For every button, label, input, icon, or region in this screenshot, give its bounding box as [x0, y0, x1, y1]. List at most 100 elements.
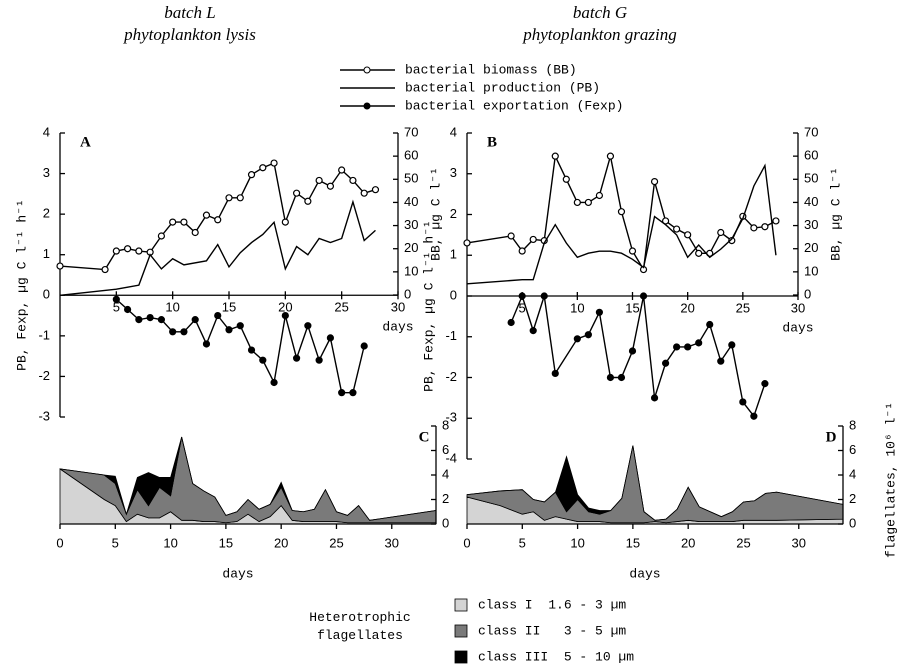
- point: [112, 247, 120, 255]
- point: [214, 311, 222, 320]
- x-tick-label: 25: [736, 300, 750, 315]
- x-tick-label: 10: [570, 535, 584, 550]
- panel-label: D: [826, 429, 837, 445]
- x-tick-label: 25: [334, 300, 348, 315]
- point: [650, 394, 659, 402]
- point: [180, 328, 188, 336]
- point: [293, 354, 301, 362]
- y-tick-label: 3: [450, 165, 457, 180]
- point: [304, 197, 312, 205]
- y2-tick-label: 40: [404, 194, 418, 209]
- point: [236, 194, 244, 202]
- y2-tick-label: 0: [442, 515, 449, 530]
- point: [584, 198, 592, 207]
- point: [281, 311, 289, 320]
- point: [661, 359, 670, 367]
- point: [728, 341, 736, 349]
- y2-tick-label: 40: [804, 194, 818, 209]
- x-tick-label: 5: [112, 535, 119, 550]
- point: [717, 228, 725, 237]
- point: [750, 412, 758, 420]
- panel-label: C: [419, 429, 430, 445]
- point: [551, 369, 559, 378]
- y-tick-label: -1: [38, 327, 50, 342]
- panel-subtitle: phytoplankton lysis: [123, 25, 256, 44]
- x-tick-label: 5: [519, 535, 526, 550]
- point: [202, 340, 211, 348]
- x-tick-label: 15: [625, 300, 639, 315]
- y-tick-label: 4: [43, 124, 50, 139]
- point: [750, 224, 758, 232]
- y2-tick-label: 4: [849, 466, 856, 481]
- legend-label: bacterial exportation (Fexp): [405, 98, 623, 113]
- x-tick-label: 0: [463, 535, 470, 550]
- point: [573, 335, 581, 343]
- y2-tick-label: 10: [804, 263, 818, 278]
- y2-tick-label: 0: [404, 286, 411, 301]
- legend-swatch: [454, 650, 468, 664]
- x-tick-label: 15: [626, 535, 640, 550]
- point: [529, 235, 537, 244]
- legend-marker: [363, 102, 371, 110]
- x-tick-label: 20: [680, 300, 694, 315]
- series-line: [115, 298, 365, 394]
- x-tick-label: 30: [792, 535, 806, 550]
- point: [349, 389, 357, 397]
- point: [112, 295, 120, 303]
- legend-swatch: [454, 598, 468, 612]
- y-tick-label: -1: [445, 328, 457, 343]
- x-tick-label: 10: [570, 300, 584, 315]
- point: [270, 159, 278, 167]
- point: [518, 292, 526, 300]
- x-tick-label: 30: [391, 300, 405, 315]
- panel-label: A: [80, 134, 91, 150]
- y-tick-label: 3: [43, 165, 50, 180]
- point: [584, 331, 592, 339]
- point: [761, 380, 769, 388]
- panel-title: batch L: [164, 3, 215, 22]
- point: [739, 398, 747, 406]
- point: [595, 308, 604, 316]
- x-tick-label: 10: [165, 300, 179, 315]
- point: [617, 208, 626, 216]
- point: [717, 357, 725, 365]
- x-tick-label: 0: [56, 535, 63, 550]
- x-tick-label: 15: [222, 300, 236, 315]
- y-tick-label: -3: [38, 408, 50, 423]
- y-tick-label: -3: [445, 410, 457, 425]
- point: [562, 175, 570, 183]
- y2-tick-label: 20: [804, 240, 818, 255]
- point: [507, 318, 515, 327]
- point: [338, 166, 346, 174]
- y2-tick-label: 0: [804, 286, 811, 301]
- panel-label: B: [487, 134, 497, 150]
- point: [573, 198, 581, 207]
- point: [180, 218, 188, 226]
- point: [551, 152, 559, 160]
- legend-label: bacterial biomass (BB): [405, 62, 577, 77]
- y-tick-label: 1: [43, 246, 50, 261]
- y2-tick-label: 60: [804, 148, 818, 163]
- point: [247, 346, 256, 354]
- point: [695, 339, 703, 347]
- point: [315, 176, 323, 185]
- point: [146, 314, 154, 322]
- point: [281, 218, 289, 226]
- y2-tick-label: 50: [804, 171, 818, 186]
- point: [529, 327, 537, 335]
- x-tick-label: 10: [163, 535, 177, 550]
- point: [761, 223, 769, 231]
- y2-axis-label: flagellates, 10⁶ l⁻¹: [883, 402, 898, 558]
- point: [259, 356, 267, 364]
- x-tick-label: 30: [791, 300, 805, 315]
- point: [639, 292, 648, 300]
- point: [214, 216, 222, 224]
- legend-label: class III 5 - 10 µm: [478, 649, 634, 664]
- point: [225, 326, 233, 334]
- point: [169, 218, 177, 226]
- panel-subtitle: phytoplankton grazing: [522, 25, 676, 44]
- y2-tick-label: 6: [442, 442, 449, 457]
- point: [123, 245, 132, 253]
- point: [673, 343, 681, 351]
- y-tick-label: 1: [450, 247, 457, 262]
